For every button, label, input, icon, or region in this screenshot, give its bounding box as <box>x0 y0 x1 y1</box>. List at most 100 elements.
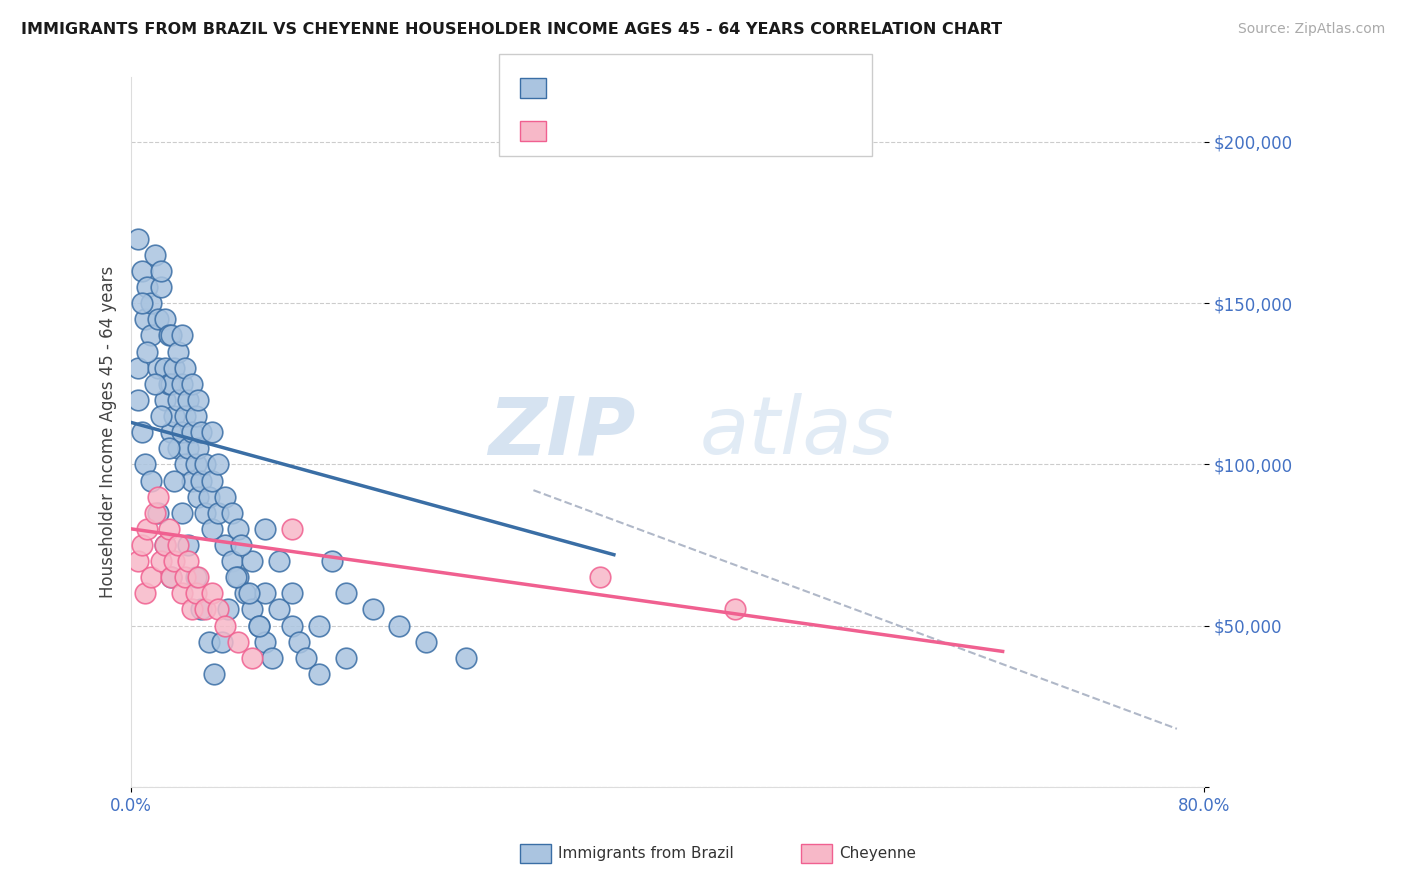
Point <box>254 634 277 648</box>
Point <box>180 602 202 616</box>
Point <box>201 522 224 536</box>
Point <box>146 360 169 375</box>
Point <box>136 280 159 294</box>
Point <box>240 554 263 568</box>
Point <box>131 264 153 278</box>
Point <box>160 570 183 584</box>
Point <box>163 360 186 375</box>
Point <box>153 392 176 407</box>
Point <box>723 602 745 616</box>
Point <box>176 392 198 407</box>
Point <box>127 360 149 375</box>
Point <box>172 376 194 391</box>
Point <box>149 409 172 423</box>
Point <box>321 554 343 568</box>
Point <box>247 618 270 632</box>
Point <box>146 490 169 504</box>
Point <box>198 634 221 648</box>
Point <box>225 570 247 584</box>
Text: ZIP: ZIP <box>488 393 636 471</box>
Point <box>134 312 156 326</box>
Point <box>190 474 212 488</box>
Point <box>141 296 163 310</box>
Point <box>240 602 263 616</box>
Point <box>163 409 186 423</box>
Point <box>149 264 172 278</box>
Point <box>145 506 167 520</box>
Point <box>141 570 163 584</box>
Point <box>167 392 190 407</box>
Point <box>288 634 311 648</box>
Text: atlas: atlas <box>700 393 894 471</box>
Point <box>160 328 183 343</box>
Point <box>589 570 612 584</box>
Point <box>211 634 233 648</box>
Point <box>173 360 195 375</box>
Point <box>187 570 209 584</box>
Point <box>254 586 277 600</box>
Text: 28: 28 <box>675 122 702 137</box>
Text: -0.394: -0.394 <box>585 122 640 137</box>
Point <box>134 586 156 600</box>
Text: N =: N = <box>644 79 678 95</box>
Text: Source: ZipAtlas.com: Source: ZipAtlas.com <box>1237 22 1385 37</box>
Point <box>221 554 243 568</box>
Point <box>260 651 283 665</box>
Point <box>127 392 149 407</box>
Point <box>233 586 256 600</box>
Point <box>157 522 180 536</box>
Text: 106: 106 <box>675 79 707 95</box>
Point <box>294 651 316 665</box>
Point <box>335 586 357 600</box>
Point <box>145 248 167 262</box>
Point <box>184 570 207 584</box>
Point <box>231 538 253 552</box>
Point <box>281 586 304 600</box>
Point <box>361 602 384 616</box>
Point <box>136 344 159 359</box>
Point <box>214 538 236 552</box>
Point <box>157 442 180 456</box>
Point <box>172 506 194 520</box>
Point <box>217 602 239 616</box>
Point <box>167 344 190 359</box>
Point <box>160 376 183 391</box>
Point <box>131 296 153 310</box>
Point <box>201 586 224 600</box>
Point <box>202 667 225 681</box>
Point <box>149 554 172 568</box>
Point <box>160 570 183 584</box>
Point <box>127 554 149 568</box>
Point <box>173 409 195 423</box>
Point <box>281 522 304 536</box>
Point <box>176 442 198 456</box>
Point <box>221 506 243 520</box>
Point <box>176 554 198 568</box>
Point <box>190 602 212 616</box>
Point <box>194 458 217 472</box>
Text: R =: R = <box>555 122 589 137</box>
Point <box>201 474 224 488</box>
Point <box>187 490 209 504</box>
Text: N =: N = <box>644 122 678 137</box>
Point <box>163 554 186 568</box>
Point <box>228 570 250 584</box>
Point <box>153 538 176 552</box>
Point <box>194 506 217 520</box>
Point <box>201 425 224 439</box>
Text: -0.332: -0.332 <box>585 79 640 95</box>
Point <box>456 651 478 665</box>
Point <box>153 360 176 375</box>
Point <box>163 474 186 488</box>
Point <box>184 458 207 472</box>
Point <box>172 586 194 600</box>
Point <box>240 651 263 665</box>
Point <box>173 458 195 472</box>
Text: R =: R = <box>555 79 589 95</box>
Point <box>145 376 167 391</box>
Point <box>228 634 250 648</box>
Point <box>207 602 229 616</box>
Point <box>172 425 194 439</box>
Point <box>153 538 176 552</box>
Point <box>415 634 437 648</box>
